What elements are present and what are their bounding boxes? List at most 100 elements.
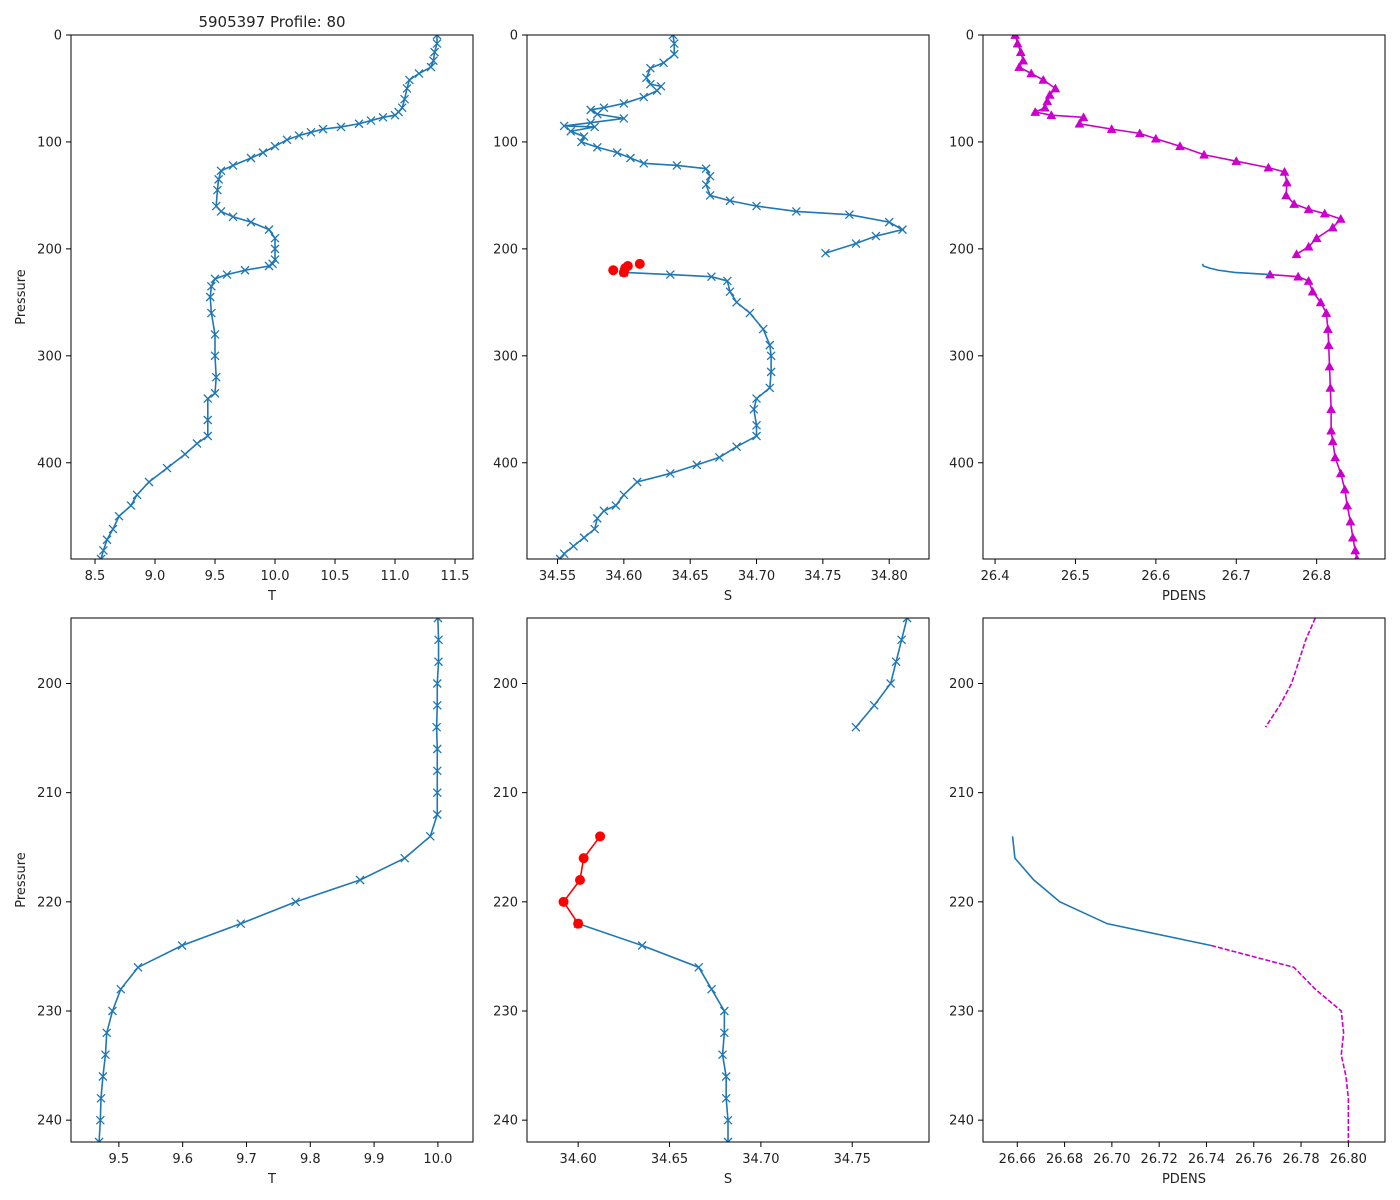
- data-point: [745, 308, 755, 318]
- data-point: [1326, 425, 1337, 435]
- data-point: [210, 274, 220, 284]
- data-point: [821, 248, 830, 258]
- data-point: [555, 554, 565, 559]
- data-point: [210, 351, 220, 361]
- data-point: [400, 94, 410, 104]
- y-tick-label: 0: [510, 29, 518, 44]
- x-tick-label: 26.5: [1061, 569, 1090, 584]
- data-point: [725, 287, 735, 297]
- data-point: [116, 984, 126, 994]
- data-point: [599, 506, 609, 516]
- data-point: [246, 217, 256, 227]
- data-point: [192, 439, 202, 448]
- x-tick-label: 26.78: [1282, 1152, 1319, 1167]
- data-point: [258, 148, 268, 158]
- data-point: [902, 618, 912, 623]
- data-point: [590, 122, 600, 132]
- data-point: [566, 126, 576, 136]
- data-point: [592, 142, 602, 152]
- data-point: [641, 73, 651, 83]
- x-tick-label: 10.0: [423, 1152, 452, 1167]
- y-tick-label: 100: [949, 135, 974, 150]
- data-point: [1106, 124, 1117, 133]
- data-point: [578, 853, 589, 864]
- data-point: [98, 545, 108, 555]
- x-tick-label: 34.70: [742, 1152, 779, 1167]
- data-point: [1263, 162, 1274, 172]
- series-line-0: [1264, 618, 1316, 728]
- subplot-pdens-full: 26.4 26.5 26.6 26.7 26.8 0 100 200 300 400 PDENS: [949, 29, 1386, 604]
- data-point: [574, 875, 585, 885]
- data-point: [1010, 35, 1021, 39]
- data-point: [639, 92, 649, 102]
- data-point: [206, 281, 216, 291]
- data-point: [430, 47, 440, 57]
- figure-title: 5905397 Profile: 80: [198, 13, 345, 31]
- data-point: [432, 39, 442, 49]
- data-point: [721, 1072, 731, 1081]
- data-point: [432, 35, 442, 40]
- data-point: [222, 270, 232, 280]
- data-point: [1345, 516, 1356, 526]
- data-point: [203, 394, 213, 404]
- data-point: [558, 896, 569, 907]
- data-point: [1327, 436, 1338, 446]
- x-tick-label: 26.66: [999, 1152, 1036, 1167]
- y-tick-label: 230: [493, 1005, 518, 1020]
- data-point: [714, 452, 724, 462]
- data-point: [114, 511, 124, 521]
- data-point: [1350, 545, 1361, 555]
- y-tick-label: 240: [949, 1114, 974, 1129]
- data-point: [203, 431, 213, 441]
- data-point: [414, 69, 424, 78]
- y-tick-label: 300: [949, 349, 974, 364]
- x-axis-label: S: [724, 1172, 732, 1187]
- data-point: [100, 1050, 110, 1060]
- data-point: [432, 700, 442, 710]
- data-point: [433, 618, 443, 623]
- data-point: [1231, 156, 1242, 166]
- x-tick-label: 11.5: [441, 569, 470, 584]
- x-tick-label: 34.75: [804, 569, 841, 584]
- data-point: [366, 116, 376, 126]
- data-point: [1199, 149, 1210, 159]
- y-tick-label: 100: [37, 135, 62, 150]
- x-tick-label: 34.65: [651, 1152, 688, 1167]
- data-point: [216, 206, 226, 216]
- data-point: [844, 210, 854, 220]
- data-point: [1311, 233, 1322, 243]
- data-point: [619, 113, 629, 123]
- x-tick-label: 26.76: [1235, 1152, 1272, 1167]
- data-point: [723, 1115, 733, 1125]
- data-point: [402, 84, 412, 93]
- data-point: [434, 635, 444, 645]
- data-point: [177, 941, 187, 950]
- x-axis-label: S: [724, 589, 732, 604]
- y-tick-label: 210: [37, 786, 62, 801]
- data-point: [694, 962, 704, 972]
- data-point: [378, 112, 388, 122]
- data-point: [144, 477, 154, 487]
- data-point: [336, 122, 346, 132]
- x-tick-label: 9.6: [172, 1152, 193, 1167]
- data-point: [1018, 55, 1029, 65]
- data-point: [270, 244, 280, 254]
- y-tick-label: 220: [493, 895, 518, 910]
- data-point: [1279, 166, 1290, 176]
- data-point: [618, 267, 629, 278]
- data-point: [592, 109, 602, 119]
- data-point: [216, 166, 226, 176]
- data-point: [758, 324, 768, 334]
- data-point: [592, 513, 602, 523]
- x-tick-label: 26.68: [1046, 1152, 1083, 1167]
- data-point: [619, 490, 629, 500]
- data-point: [240, 265, 250, 275]
- series-group: [94, 618, 444, 1142]
- data-point: [108, 524, 118, 534]
- y-tick-label: 400: [37, 456, 62, 471]
- x-tick-label: 34.65: [672, 569, 709, 584]
- series-line-2: [1011, 836, 1212, 947]
- data-point: [765, 340, 775, 350]
- data-point: [1044, 89, 1055, 99]
